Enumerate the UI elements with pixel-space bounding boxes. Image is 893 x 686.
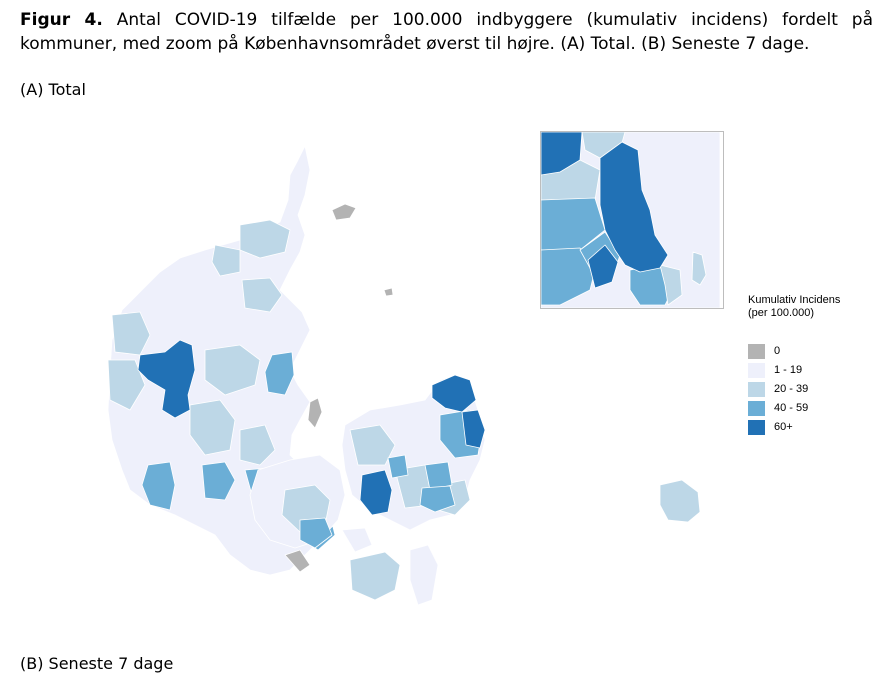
inset-dark-1 <box>540 131 583 176</box>
inset-medium-2 <box>540 247 596 306</box>
district-dark-herning <box>137 339 196 419</box>
zealand-light-1 <box>349 424 396 466</box>
figure-caption: Figur 4. Antal COVID-19 tilfælde per 100… <box>20 8 873 56</box>
bornholm-region <box>659 479 701 523</box>
map-legend: Kumulativ Incidens (per 100.000) 0 1 - 1… <box>748 294 848 437</box>
district-medium-1 <box>264 351 295 396</box>
legend-swatch <box>748 344 765 359</box>
island-grey-anholt <box>383 287 394 297</box>
district-light-5 <box>107 359 146 411</box>
legend-item-label: 60+ <box>774 421 793 433</box>
legend-title: Kumulativ Incidens (per 100.000) <box>748 294 841 319</box>
zealand-dark-west <box>359 469 393 516</box>
zealand-medium-3 <box>419 485 456 513</box>
inset-dark-2 <box>599 141 669 273</box>
legend-item-label: 40 - 59 <box>774 402 809 414</box>
legend-item: 20 - 39 <box>748 380 848 399</box>
legend-item-label: 0 <box>774 345 781 357</box>
inset-light-3 <box>659 264 683 306</box>
district-light-8 <box>239 424 276 466</box>
copenhagen-inset-map <box>540 131 723 309</box>
grey-south-island <box>284 549 311 573</box>
district-light-3 <box>241 277 283 313</box>
island-grey-samso <box>307 397 323 429</box>
district-medium-3 <box>201 461 236 501</box>
district-light-2 <box>211 244 241 277</box>
inset-dark-3 <box>587 244 619 289</box>
legend-swatch <box>748 382 765 397</box>
legend-swatch <box>748 420 765 435</box>
inset-medium-1 <box>540 197 606 251</box>
legend-item: 0 <box>748 342 848 361</box>
district-medium-2 <box>141 461 176 511</box>
legend-item: 40 - 59 <box>748 399 848 418</box>
zealand-medium-2 <box>424 461 453 491</box>
panel-b-label: (B) Seneste 7 dage <box>20 654 174 673</box>
funen-medium <box>299 517 333 549</box>
legend-item: 1 - 19 <box>748 361 848 380</box>
figure-label: Figur 4. <box>20 10 103 30</box>
legend-item: 60+ <box>748 418 848 437</box>
south-islands <box>341 527 373 553</box>
panel-a-label: (A) Total <box>20 80 86 99</box>
district-light-6 <box>204 344 261 396</box>
island-grey-laeso <box>331 203 357 221</box>
zealand-medium-1 <box>387 454 409 479</box>
zealand-dark-cph <box>461 409 486 449</box>
inset-light-island <box>691 251 707 286</box>
falster-region <box>409 544 439 606</box>
inset-frame <box>540 131 724 309</box>
legend-item-label: 20 - 39 <box>774 383 809 395</box>
district-light-7 <box>189 399 236 456</box>
legend-swatch <box>748 363 765 378</box>
legend-swatch <box>748 401 765 416</box>
lolland-region <box>349 551 401 601</box>
legend-item-label: 1 - 19 <box>774 364 803 376</box>
district-light-4 <box>111 311 151 356</box>
caption-text: Antal COVID-19 tilfælde per 100.000 indb… <box>20 10 873 54</box>
legend-items: 0 1 - 19 20 - 39 40 - 59 60+ <box>748 342 848 437</box>
zealand-dark-north <box>431 374 477 413</box>
